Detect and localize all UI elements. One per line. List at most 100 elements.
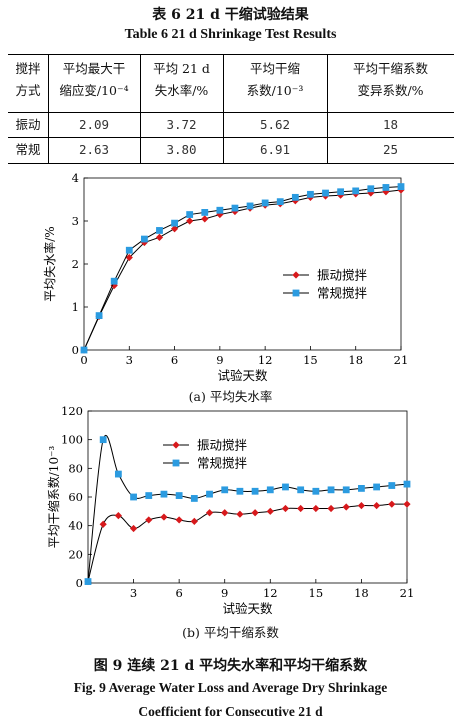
legend-label: 振动搅拌 [197, 438, 248, 453]
x-tick-label: 21 [394, 353, 409, 367]
table-header-cell: 平均最大干 缩应变/10⁻⁴ [48, 58, 140, 102]
x-tick-label: 21 [400, 586, 415, 600]
legend-label: 振动搅拌 [317, 268, 368, 283]
series-2-point [206, 490, 213, 498]
table-header-cell: 平均 21 d 失水率/% [140, 58, 223, 102]
series-2-point [156, 227, 163, 234]
series-2-point [160, 490, 168, 498]
legend-label: 常规搅拌 [317, 286, 368, 301]
series-1-point [175, 516, 183, 524]
table-cell: 6.91 [259, 142, 291, 157]
series-2-point [231, 204, 239, 212]
x-tick-label: 18 [348, 353, 363, 367]
x-tick-label: 0 [80, 353, 87, 367]
table-col-divider [48, 54, 49, 163]
plot-frame [83, 177, 402, 351]
series-1-point [99, 520, 107, 528]
y-tick-label: 0 [76, 576, 83, 590]
series-1-point [373, 502, 381, 510]
y-axis-label: 平均干缩系数/10⁻³ [46, 446, 61, 549]
series-1-point [251, 509, 259, 517]
series-2-point [297, 486, 305, 494]
series-2-point [382, 184, 390, 191]
table-cell: 常规 [15, 142, 41, 157]
y-tick-label: 40 [68, 519, 83, 533]
series-2-point [246, 202, 254, 210]
header-line: 系数/10⁻³ [246, 83, 304, 98]
series-line-2 [83, 186, 402, 351]
legend-marker [172, 459, 180, 467]
table-cell: 5.62 [259, 117, 291, 132]
series-2-point [130, 493, 137, 501]
figure-caption-en-line2: Coefficient for Consecutive 21 d [138, 704, 323, 719]
series-1-point [140, 238, 148, 247]
series-2-point [358, 485, 365, 492]
table-title-cn: 表 6 21 d 干缩试验结果 [152, 7, 309, 23]
series-2-point [145, 492, 153, 499]
series-1-point [205, 509, 214, 517]
series-1-point [201, 215, 209, 223]
series-2-point [175, 492, 183, 499]
series-1-point [236, 510, 244, 518]
x-tick-label: 6 [171, 353, 178, 367]
table-col-divider [140, 54, 141, 163]
y-axis-label: 平均失水率/% [42, 226, 57, 301]
x-tick-label: 15 [303, 353, 318, 367]
y-tick-label: 120 [61, 404, 83, 418]
series-2-point [125, 246, 133, 254]
table-cell: 2.63 [78, 142, 110, 157]
x-tick-label: 12 [258, 353, 273, 367]
series-1-point [357, 502, 366, 510]
series-1-point [266, 507, 274, 515]
x-axis-label: 试验天数 [222, 601, 273, 616]
chart-shrinkage-coefficient: 3 6 9 12 15 18 21 0 20 40 60 80 100 120 试验天数 平均干缩系数/10⁻… [46, 404, 415, 616]
series-2-point [327, 486, 335, 494]
x-axis-label: 试验天数 [217, 368, 268, 383]
series-1-point [327, 504, 335, 513]
series-2-point [186, 211, 194, 218]
series-2-point [322, 189, 329, 197]
table-cell: 25 [382, 142, 399, 157]
series-2-point [352, 187, 360, 195]
series-2-point [80, 346, 88, 354]
header-line: 变异系数/% [357, 83, 424, 98]
series-2-point [276, 198, 284, 206]
header-line: 平均 21 d [153, 61, 210, 76]
table-header-rule [8, 112, 454, 113]
series-2-point [367, 185, 375, 193]
series-2-point [307, 190, 314, 198]
y-tick-label: 80 [68, 461, 83, 475]
series-line-1 [83, 189, 402, 351]
series-2-point [282, 483, 289, 491]
table-title-en: Table 6 21 d Shrinkage Test Results [124, 27, 337, 42]
series-1-point [170, 225, 179, 233]
series-2-point [190, 495, 198, 502]
y-tick-label: 60 [68, 490, 83, 504]
series-line-2 [87, 435, 408, 582]
figure-caption-en-line1: Fig. 9 Average Water Loss and Average Dr… [73, 680, 388, 695]
series-2-point [216, 206, 224, 214]
series-2-point [201, 209, 209, 216]
chart-a-subcaption: (a) 平均失水率 [188, 389, 273, 404]
table-top-rule [8, 54, 454, 55]
table-cell: 3.72 [166, 117, 197, 132]
series-2-point [114, 470, 122, 478]
series-1-point [382, 188, 390, 196]
table-header-cell: 搅拌 方式 [8, 58, 48, 102]
series-1-point [186, 217, 194, 225]
series-1-point [342, 503, 350, 511]
table-bottom-rule [8, 163, 454, 164]
series-1-point [160, 513, 168, 521]
series-1-point [114, 512, 122, 520]
series-2-point [221, 486, 229, 494]
series-2-point [342, 486, 350, 494]
x-tick-label: 3 [130, 586, 137, 600]
header-line: 平均干缩 [249, 61, 300, 76]
legend-label: 常规搅拌 [197, 456, 248, 471]
header-line: 平均干缩系数 [352, 61, 428, 76]
header-line: 缩应变/10⁻⁴ [59, 83, 129, 98]
table-cell: 振动 [15, 117, 41, 132]
series-line-1 [87, 503, 408, 582]
series-2-point [261, 199, 269, 207]
